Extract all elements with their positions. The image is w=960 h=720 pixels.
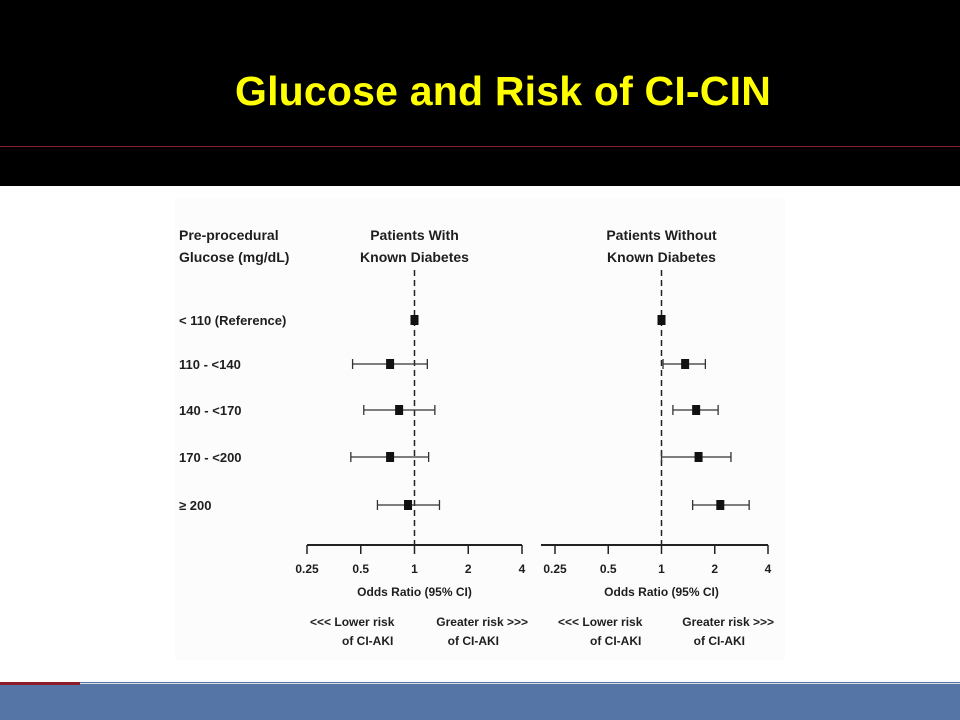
footer-accent [0, 682, 80, 685]
forest-plot: Pre-procedural Glucose (mg/dL) < 110 (Refe… [175, 198, 785, 660]
direction-right-line-2: of CI-AKI [448, 634, 499, 648]
direction-left-line-1: <<< Lower risk [558, 615, 643, 629]
point-estimate [404, 500, 413, 510]
panel-title-line-1: Patients Without [606, 227, 717, 243]
point-estimate [386, 359, 395, 369]
direction-right-line-1: Greater risk >>> [436, 615, 528, 629]
category-label: ≥ 200 [179, 498, 211, 513]
x-tick-label: 0.5 [600, 562, 617, 576]
x-tick-label: 1 [411, 562, 418, 576]
x-tick-label: 0.5 [352, 562, 369, 576]
slide-footer [0, 682, 960, 720]
point-estimate [386, 452, 395, 462]
plot-background [175, 198, 785, 660]
panel-title-line-2: Known Diabetes [360, 249, 469, 265]
x-tick-label: 1 [658, 562, 665, 576]
direction-right-line-2: of CI-AKI [694, 634, 745, 648]
slide-header [0, 0, 960, 186]
x-tick-label: 2 [465, 562, 472, 576]
header-divider [0, 146, 960, 147]
direction-left-line-2: of CI-AKI [590, 634, 641, 648]
slide-title: Glucose and Risk of CI-CIN [235, 68, 771, 114]
x-tick-label: 4 [765, 562, 772, 576]
category-label: 140 - <170 [179, 403, 242, 418]
category-label: 110 - <140 [179, 357, 241, 372]
panel-title-line-1: Patients With [370, 227, 459, 243]
x-axis-label: Odds Ratio (95% CI) [357, 585, 472, 599]
footer-line [80, 683, 960, 684]
category-label: 170 - <200 [179, 450, 242, 465]
row-header-line-2: Glucose (mg/dL) [179, 249, 289, 265]
point-estimate [692, 405, 701, 415]
x-axis-label: Odds Ratio (95% CI) [604, 585, 719, 599]
point-estimate [694, 452, 703, 462]
point-estimate [395, 405, 404, 415]
x-tick-label: 2 [711, 562, 718, 576]
row-header-line-1: Pre-procedural [179, 227, 279, 243]
forest-plot-figure: Pre-procedural Glucose (mg/dL) < 110 (Refe… [0, 186, 960, 682]
point-estimate [681, 359, 690, 369]
category-label: < 110 (Reference) [179, 313, 286, 328]
point-estimate [410, 315, 419, 325]
x-tick-label: 0.25 [295, 562, 319, 576]
direction-left-line-1: <<< Lower risk [310, 615, 395, 629]
direction-right-line-1: Greater risk >>> [682, 615, 774, 629]
point-estimate [716, 500, 725, 510]
direction-left-line-2: of CI-AKI [342, 634, 393, 648]
panel-title-line-2: Known Diabetes [607, 249, 716, 265]
x-tick-label: 0.25 [543, 562, 567, 576]
x-tick-label: 4 [519, 562, 526, 576]
point-estimate [657, 315, 666, 325]
